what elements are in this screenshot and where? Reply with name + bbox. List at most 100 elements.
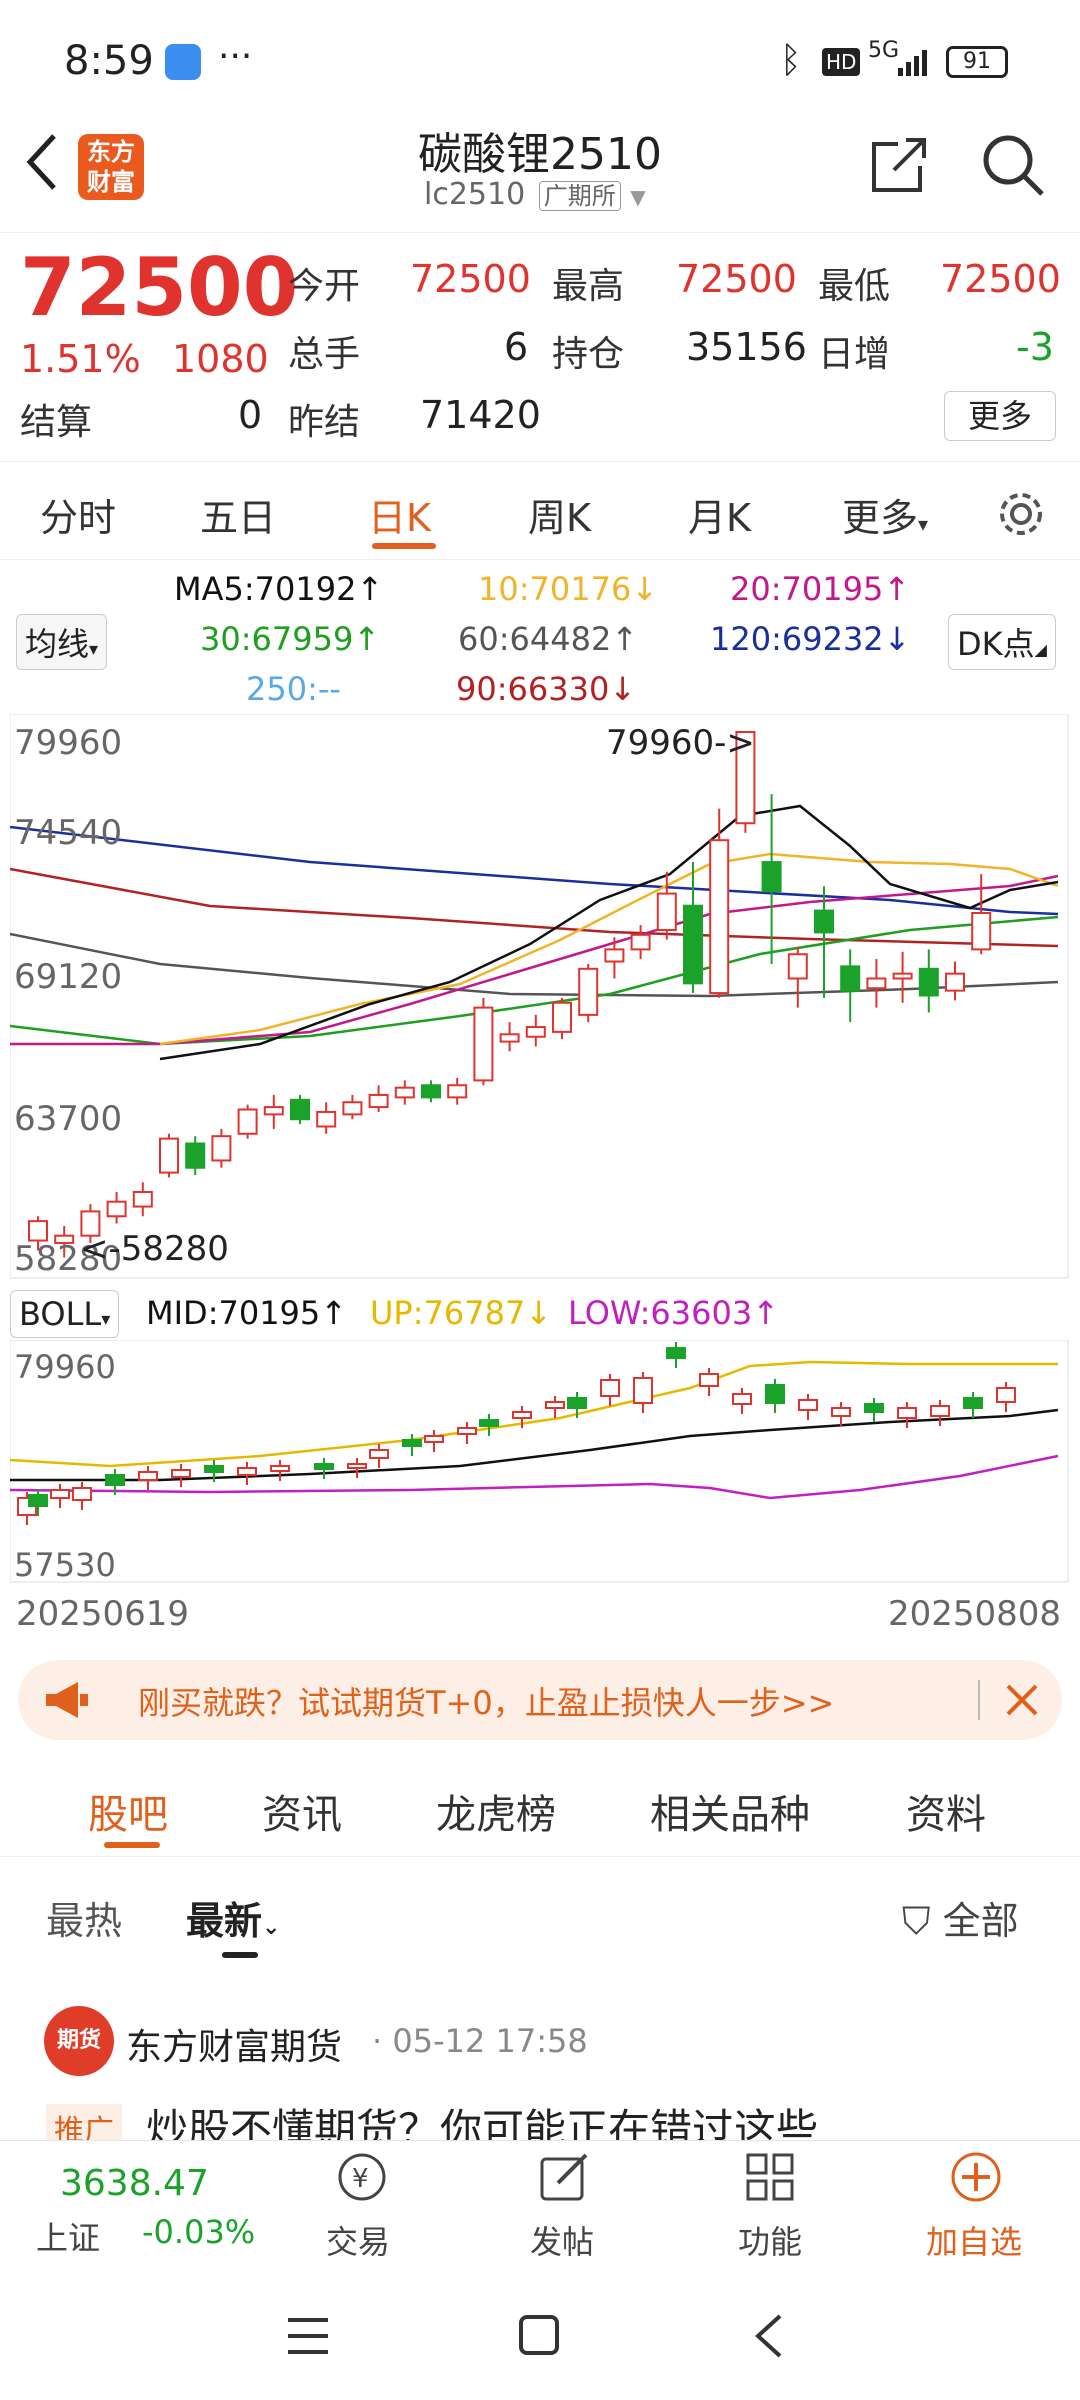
filter-icon: ⛉ [902, 1899, 931, 1943]
boll-candles [17, 1342, 1016, 1525]
exchange-badge: 广期所 [538, 181, 621, 211]
page-title: 碳酸锂2510 [418, 129, 662, 180]
settle-label: 结算 [20, 402, 93, 443]
period-tabs: 分时 五日 日K 周K 月K 更多▾ [0, 465, 1080, 560]
ma-selector[interactable]: 均线▾ [16, 614, 108, 670]
tab-more[interactable]: 更多▾ [842, 487, 928, 542]
low-label: 最低 [818, 266, 891, 307]
ma250-value: 250:-- [246, 670, 341, 708]
home-icon[interactable] [518, 2314, 560, 2356]
last-price: 72500 [20, 241, 299, 334]
trade-icon[interactable]: ¥ [334, 2149, 390, 2205]
post-time: · 05-12 17:58 [372, 2022, 588, 2060]
app-logo: 东方 财富 [78, 134, 144, 200]
tab-monthly-k[interactable]: 月K [688, 496, 751, 540]
chevron-down-icon: ⌄ [262, 1915, 281, 1940]
filter-label: 全部 [942, 1899, 1019, 1943]
tab-weekly-k[interactable]: 周K [528, 496, 591, 540]
ma30-value: 30:67959↑ [200, 620, 381, 658]
kline-candles [28, 731, 992, 1258]
ma-selector-label: 均线 [25, 625, 90, 663]
daily-increase-value: -3 [1016, 325, 1054, 369]
chevron-down-icon: ▼ [630, 185, 646, 209]
settle-value: 0 [238, 393, 263, 437]
nav-back-icon[interactable] [754, 2314, 784, 2358]
index-name: 上证 [36, 2219, 101, 2257]
volume-value: 6 [504, 325, 529, 369]
boll-low: LOW:63603↑ [568, 1294, 780, 1332]
open-value: 72500 [410, 257, 531, 301]
ma60-value: 60:64482↑ [458, 620, 639, 658]
quote-panel: 72500 1.51% 1080 今开 72500 最高 72500 最低 72… [0, 232, 1080, 462]
y-label-63700: 63700 [14, 1099, 122, 1139]
dk-point-button[interactable]: DK点◢ [948, 614, 1056, 670]
boll-mid: MID:70195↑ [146, 1294, 348, 1332]
search-icon[interactable] [980, 132, 1048, 200]
tab-news[interactable]: 资讯 [262, 1792, 342, 1838]
index-value[interactable]: 3638.47 [60, 2163, 209, 2204]
caret-down-icon: ▾ [89, 639, 99, 660]
back-icon[interactable] [22, 132, 62, 192]
close-icon[interactable] [1002, 1680, 1042, 1720]
y-label-74540: 74540 [14, 813, 122, 853]
active-tab-indicator [372, 543, 436, 549]
hd-icon: HD [822, 48, 861, 76]
menu-icon[interactable] [286, 2316, 330, 2356]
post-avatar[interactable]: 期货 [44, 2006, 114, 2076]
add-circle-icon[interactable] [948, 2149, 1004, 2205]
trade-label[interactable]: 交易 [326, 2223, 391, 2261]
sort-new[interactable]: 最新⌄ [186, 1890, 280, 1945]
tab-profile[interactable]: 资料 [906, 1792, 986, 1838]
caret-down-icon: ▾ [918, 512, 929, 536]
tab-guba[interactable]: 股吧 [88, 1792, 168, 1838]
share-icon[interactable] [868, 134, 930, 196]
tab-five-day[interactable]: 五日 [200, 496, 277, 540]
open-interest-label: 持仓 [552, 334, 625, 375]
app-notification-icon [165, 44, 201, 80]
tab-more-label: 更多 [842, 496, 919, 540]
boll-selector[interactable]: BOLL▾ [10, 1290, 120, 1338]
tab-related[interactable]: 相关品种 [650, 1792, 810, 1838]
date-end: 20250808 [888, 1594, 1062, 1634]
filter-button[interactable]: ⛉ 全部 [902, 1890, 1019, 1945]
daily-increase-label: 日增 [818, 334, 891, 375]
high-annotation: 79960-> [606, 723, 755, 763]
kline-chart[interactable]: 79960 74540 69120 63700 58280 79960-> <-… [10, 714, 1070, 1280]
system-nav-bar [0, 2270, 1080, 2400]
post-author[interactable]: 东方财富期货 [126, 2027, 343, 2068]
megaphone-icon [46, 1682, 88, 1718]
ma20-value: 20:70195↑ [730, 570, 911, 608]
boll-chart[interactable]: 79960 57530 [10, 1340, 1070, 1584]
add-watchlist-label[interactable]: 加自选 [926, 2223, 1023, 2261]
prev-settle-label: 昨结 [288, 402, 361, 443]
battery-icon: 91 [946, 46, 1008, 78]
promo-banner[interactable]: 刚买就跌？试试期货T+0，止盈止损快人一步>> [18, 1660, 1062, 1740]
change-value: 1080 [172, 337, 269, 381]
ma-lines [10, 804, 1059, 1061]
settings-gear-icon[interactable] [996, 489, 1046, 539]
bottom-toolbar: 3638.47 上证 -0.03% ¥ 交易 发帖 功能 加自选 [0, 2140, 1080, 2270]
boll-y-top: 79960 [14, 1348, 116, 1386]
sort-hot[interactable]: 最热 [46, 1899, 123, 1943]
grid-icon[interactable] [742, 2149, 798, 2205]
post-edit-icon[interactable] [536, 2149, 592, 2205]
boll-up: UP:76787↓ [370, 1294, 553, 1332]
corner-arrow-icon: ◢ [1034, 640, 1047, 659]
tab-dragon-tiger[interactable]: 龙虎榜 [436, 1792, 556, 1838]
dk-point-label: DK点 [957, 625, 1035, 663]
network-label: 5G [868, 38, 900, 63]
contract-info[interactable]: lc2510 广期所 ▼ [424, 176, 646, 212]
change-percent: 1.51% [20, 337, 141, 381]
tab-daily-k[interactable]: 日K [368, 496, 431, 540]
tab-intraday[interactable]: 分时 [40, 496, 117, 540]
post-label[interactable]: 发帖 [530, 2223, 595, 2261]
open-label: 今开 [288, 266, 361, 307]
ma90-value: 90:66330↓ [456, 670, 637, 708]
function-label[interactable]: 功能 [738, 2223, 803, 2261]
index-change: -0.03% [142, 2213, 256, 2251]
more-button[interactable]: 更多 [944, 391, 1056, 441]
ma5-value: MA5:70192↑ [174, 570, 384, 608]
boll-y-bottom: 57530 [14, 1546, 116, 1584]
community-tabs: 股吧 资讯 龙虎榜 相关品种 资料 [0, 1762, 1080, 1857]
boll-selector-label: BOLL [19, 1295, 102, 1333]
